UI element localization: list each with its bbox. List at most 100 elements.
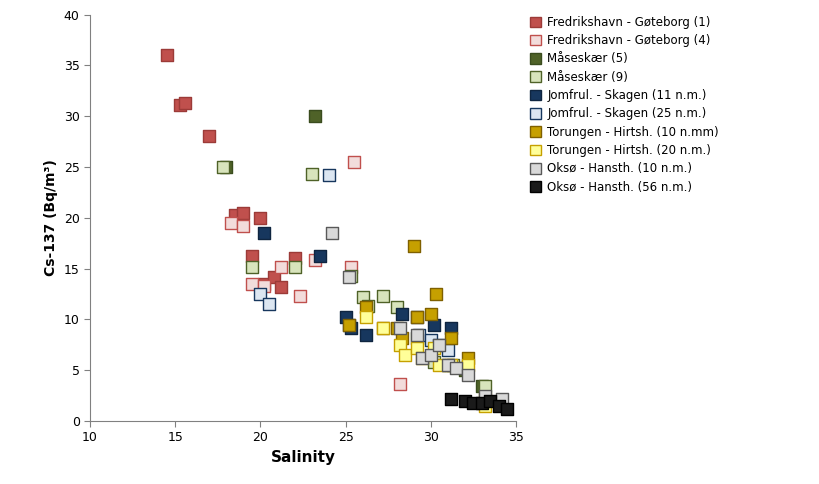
Point: [174, 101, 187, 109]
Point: [268, 273, 281, 281]
Point: [441, 361, 455, 369]
Point: [322, 171, 335, 179]
Point: [492, 402, 505, 409]
Point: [410, 331, 423, 339]
Point: [309, 257, 322, 264]
Point: [288, 263, 301, 271]
Point: [399, 351, 412, 359]
Point: [246, 280, 259, 287]
Point: [410, 314, 423, 321]
Point: [445, 361, 458, 369]
Point: [257, 229, 270, 237]
Point: [445, 334, 458, 342]
Point: [246, 263, 259, 271]
Point: [441, 346, 455, 354]
Point: [361, 302, 374, 310]
Point: [342, 320, 355, 328]
Point: [479, 381, 492, 389]
Point: [274, 283, 287, 291]
Point: [360, 314, 373, 321]
Point: [305, 170, 318, 178]
Point: [288, 255, 301, 262]
Point: [237, 222, 250, 230]
Point: [342, 320, 355, 328]
Point: [216, 163, 229, 171]
Point: [467, 399, 480, 407]
Point: [237, 209, 250, 217]
Point: [344, 263, 357, 271]
Point: [344, 324, 357, 332]
Point: [432, 361, 446, 369]
Point: [394, 341, 407, 348]
Point: [342, 273, 355, 281]
Point: [262, 300, 275, 308]
Point: [390, 303, 403, 311]
Point: [428, 344, 441, 352]
Point: [445, 324, 458, 332]
Point: [257, 280, 270, 287]
Point: [446, 361, 459, 369]
X-axis label: Salinity: Salinity: [270, 450, 336, 465]
Point: [495, 395, 509, 403]
Point: [416, 354, 429, 362]
Point: [274, 263, 287, 271]
Point: [459, 364, 472, 372]
Point: [432, 341, 446, 348]
Point: [424, 311, 437, 318]
Point: [428, 320, 441, 328]
Point: [475, 381, 488, 389]
Point: [462, 354, 475, 362]
Point: [407, 242, 420, 250]
Point: [344, 272, 357, 280]
Point: [424, 351, 437, 359]
Point: [229, 211, 242, 219]
Point: [356, 293, 369, 301]
Point: [424, 336, 437, 344]
Point: [325, 229, 338, 237]
Point: [479, 392, 492, 400]
Point: [339, 314, 352, 321]
Point: [459, 366, 472, 374]
Point: [254, 214, 267, 222]
Point: [462, 372, 475, 379]
Point: [484, 397, 497, 405]
Point: [462, 361, 475, 369]
Point: [428, 358, 441, 366]
Point: [246, 253, 259, 260]
Point: [429, 290, 442, 298]
Point: [394, 324, 407, 332]
Point: [347, 158, 360, 166]
Point: [360, 303, 373, 311]
Point: [441, 361, 455, 369]
Point: [293, 292, 306, 300]
Point: [445, 395, 458, 403]
Point: [459, 397, 472, 405]
Point: [416, 354, 429, 362]
Point: [410, 314, 423, 321]
Point: [225, 219, 238, 227]
Point: [254, 290, 267, 298]
Point: [412, 331, 425, 339]
Point: [479, 402, 492, 409]
Point: [410, 344, 423, 352]
Point: [360, 331, 373, 339]
Point: [475, 399, 488, 407]
Point: [432, 341, 446, 348]
Point: [394, 380, 407, 388]
Y-axis label: Cs-137 (Bq/m³): Cs-137 (Bq/m³): [44, 159, 58, 276]
Legend: Fredrikshavn - Gøteborg (1), Fredrikshavn - Gøteborg (4), Måseskær (5), Måseskær: Fredrikshavn - Gøteborg (1), Fredrikshav…: [526, 12, 722, 197]
Point: [410, 334, 423, 342]
Point: [396, 311, 409, 318]
Point: [377, 324, 390, 332]
Point: [161, 51, 174, 59]
Point: [450, 364, 463, 372]
Point: [219, 163, 233, 171]
Point: [479, 395, 492, 403]
Point: [314, 253, 327, 260]
Point: [377, 292, 390, 300]
Point: [501, 405, 514, 413]
Point: [257, 282, 270, 290]
Point: [396, 334, 409, 342]
Point: [390, 324, 403, 332]
Point: [309, 112, 322, 120]
